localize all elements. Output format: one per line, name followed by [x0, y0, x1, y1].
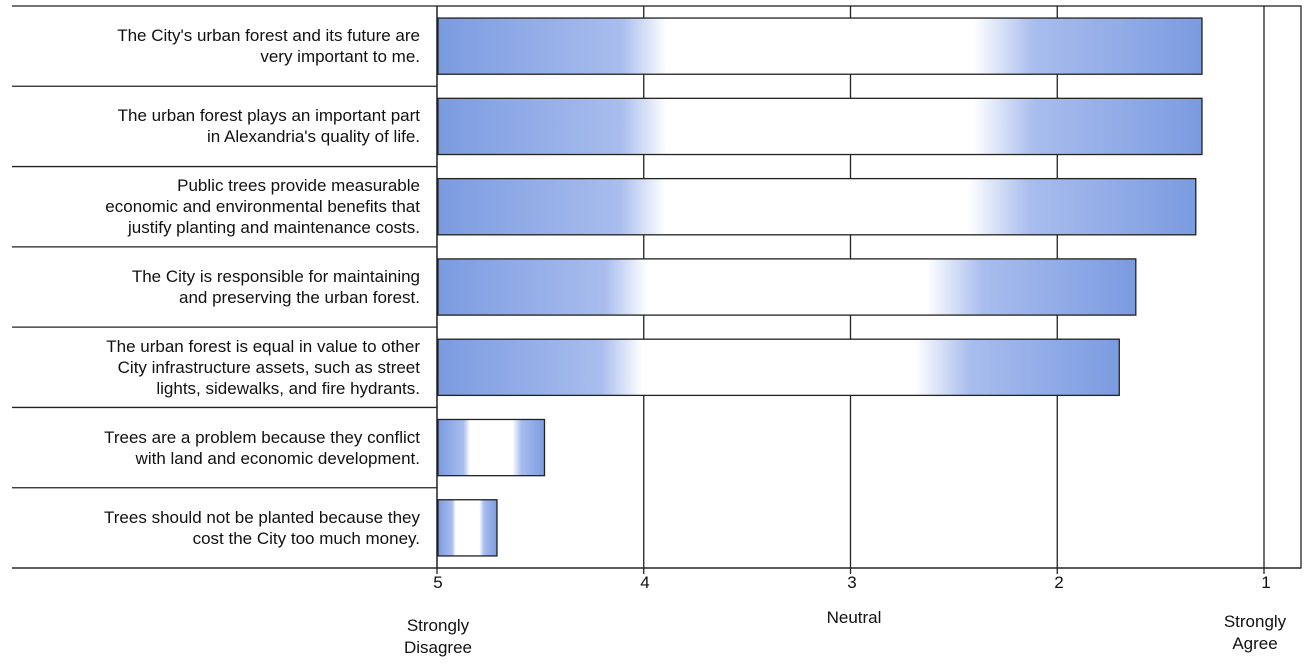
category-label-line: with land and economic development. — [135, 448, 420, 468]
category-label-line: The City's urban forest and its future a… — [117, 26, 420, 46]
anchor-strongly-disagree: Strongly Disagree — [403, 616, 473, 657]
bar-4 — [437, 258, 1137, 316]
bar-6 — [437, 418, 546, 477]
tick-label-5: 5 — [433, 573, 443, 592]
category-label-line: City infrastructure assets, such as stre… — [117, 357, 420, 377]
tick-label-2: 2 — [1054, 573, 1064, 592]
tick-label-4: 4 — [640, 573, 650, 592]
category-label-line: justify planting and maintenance costs. — [127, 218, 420, 238]
category-label-2: The urban forest plays an important part… — [10, 105, 420, 147]
category-label-line: The urban forest plays an important part — [117, 106, 420, 126]
category-label-line: Trees should not be planted because they — [104, 507, 420, 527]
tick-label-1: 1 — [1261, 573, 1271, 592]
category-label-line: The urban forest is equal in value to ot… — [106, 336, 420, 356]
category-label-line: and preserving the urban forest. — [179, 288, 420, 307]
category-label-7: Trees should not be planted because they… — [10, 507, 420, 549]
bar-7 — [437, 499, 498, 557]
category-label-line: lights, sidewalks, and fire hydrants. — [156, 378, 420, 398]
category-label-1: The City's urban forest and its future a… — [10, 25, 420, 67]
category-label-4: The City is responsible for maintaining a… — [10, 266, 420, 308]
category-label-line: The City is responsible for maintaining — [131, 267, 420, 286]
category-label-line: very important to me. — [260, 47, 420, 67]
bar-5 — [437, 338, 1120, 397]
category-label-line: economic and environmental benefits that — [105, 197, 420, 217]
anchor-neutral: Neutral — [826, 608, 882, 627]
bar-1 — [437, 17, 1203, 75]
bar-2 — [437, 97, 1203, 156]
category-label-line: in Alexandria's quality of life. — [206, 127, 420, 147]
bar-3 — [437, 177, 1197, 236]
category-label-line: Public trees provide measurable — [177, 176, 420, 196]
anchor-strongly-agree: Strongly Agree — [1223, 612, 1287, 653]
category-label-3: Public trees provide measurable economic … — [10, 175, 420, 238]
tick-label-3: 3 — [847, 573, 857, 592]
category-label-5: The urban forest is equal in value to ot… — [10, 336, 420, 399]
category-label-6: Trees are a problem because they conflic… — [10, 427, 420, 469]
category-label-line: cost the City too much money. — [192, 528, 420, 548]
category-label-line: Trees are a problem because they conflic… — [104, 427, 420, 447]
